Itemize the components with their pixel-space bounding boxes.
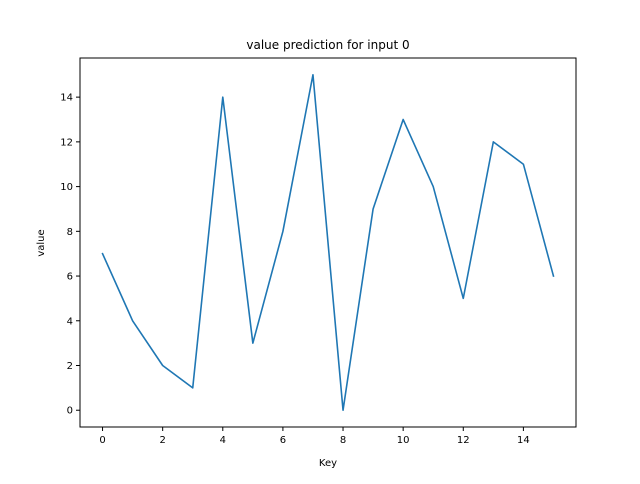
x-tick-label: 14 (517, 435, 530, 446)
y-tick-label: 10 (60, 182, 73, 193)
series-line-0 (101, 73, 555, 412)
y-axis-ticks: 0 2 4 6 8 10 12 14 (60, 93, 80, 417)
y-tick-label: 8 (67, 227, 73, 238)
plot-area-frame (79, 57, 577, 428)
x-tick-label: 12 (457, 435, 470, 446)
y-tick-label: 6 (67, 272, 73, 283)
y-tick-label: 12 (60, 137, 73, 148)
y-tick-label: 4 (67, 316, 73, 327)
y-tick-label: 14 (60, 93, 73, 104)
series-layer (101, 73, 555, 412)
x-tick-label: 6 (280, 435, 286, 446)
y-tick-label: 2 (67, 361, 73, 372)
x-tick-label: 10 (397, 435, 410, 446)
y-axis-label: value (36, 229, 47, 256)
x-tick-label: 8 (340, 435, 346, 446)
x-axis-label: Key (319, 458, 337, 469)
chart-title: value prediction for input 0 (246, 38, 409, 52)
x-tick-label: 4 (220, 435, 226, 446)
x-axis-ticks: 0 2 4 6 8 10 12 14 (99, 427, 530, 446)
x-tick-label: 2 (159, 435, 165, 446)
y-tick-label: 0 (67, 406, 73, 417)
x-tick-label: 0 (99, 435, 105, 446)
